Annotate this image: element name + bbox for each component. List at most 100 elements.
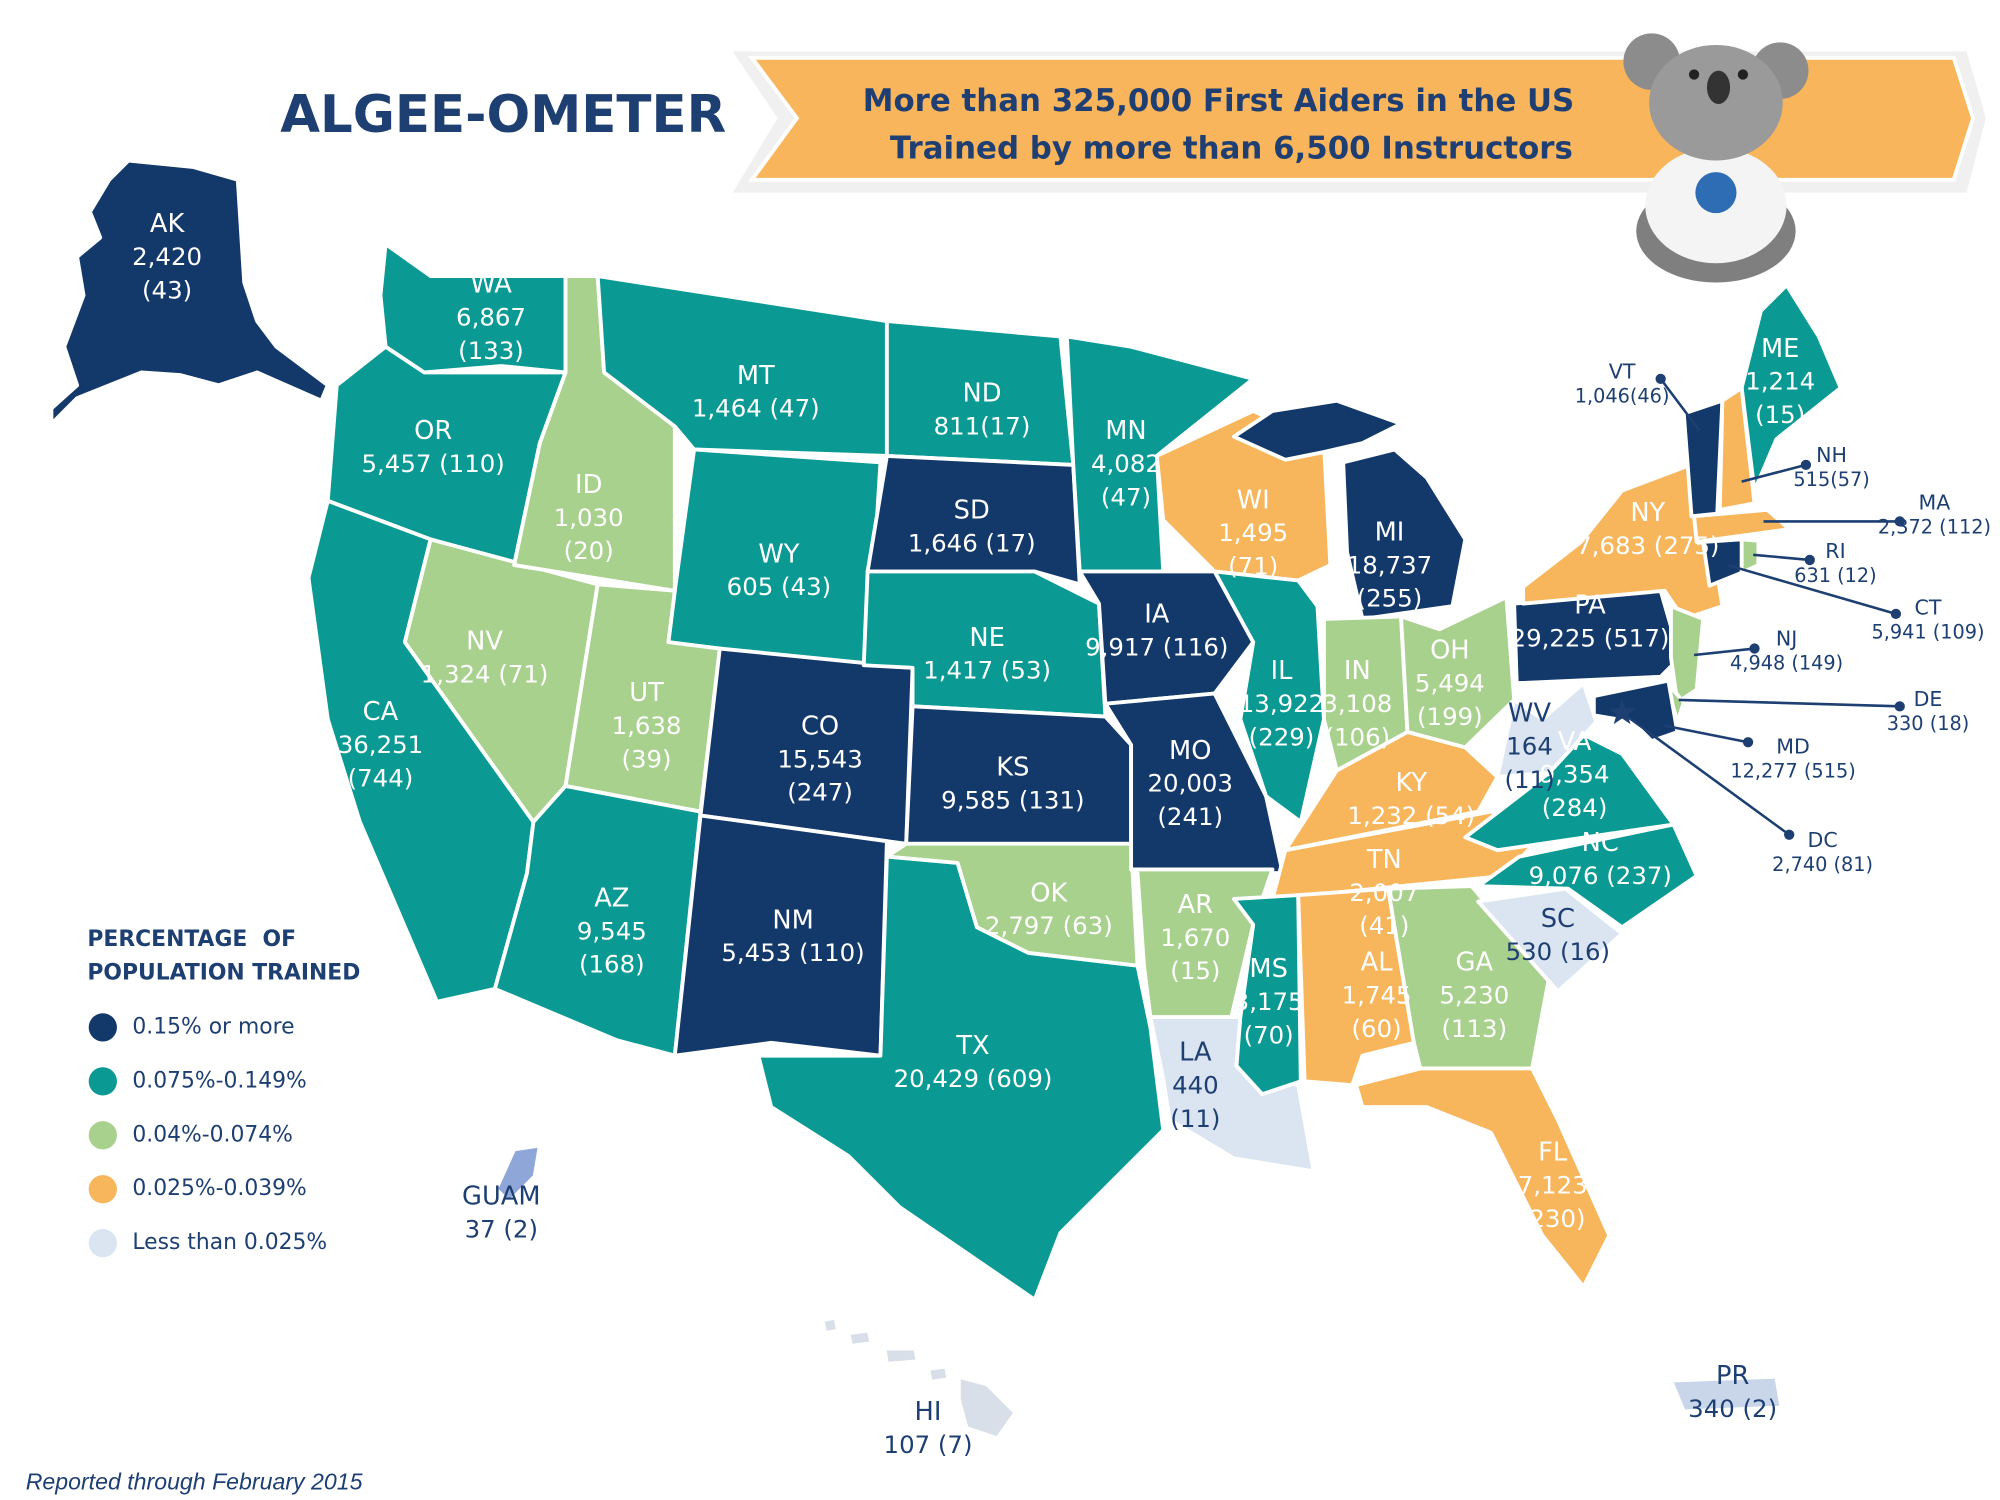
- state-abbr: SD: [954, 496, 990, 526]
- state-abbr: NY: [1630, 498, 1665, 528]
- state-count: 1,464 (47): [692, 394, 820, 423]
- state-count: 2,797 (63): [985, 911, 1113, 940]
- leader-line: [1621, 711, 1790, 836]
- state-shape: [882, 1346, 920, 1366]
- footnote: Reported through February 2015: [26, 1468, 363, 1494]
- state-abbr: OR: [414, 416, 452, 446]
- title: ALGEE-OMETER: [280, 85, 726, 145]
- state-abbr: GA: [1456, 948, 1494, 978]
- state-shape: [49, 158, 330, 426]
- leader-line: [1678, 698, 1900, 708]
- state-abbr: VT: [1609, 359, 1636, 383]
- state-count: 340 (2): [1688, 1394, 1777, 1423]
- state-shape: [1476, 822, 1699, 930]
- state-count: 29,225 (517): [1511, 624, 1670, 653]
- state-shape: [1476, 886, 1625, 994]
- state-shape: [494, 1143, 542, 1204]
- state-count: (43): [142, 276, 192, 305]
- state-abbr: TN: [1366, 845, 1402, 875]
- state-abbr: WA: [470, 270, 512, 300]
- state-shape: [1669, 604, 1706, 705]
- state-count: 5,230: [1439, 981, 1509, 1010]
- state-count: 9,354: [1540, 760, 1610, 789]
- legend: PERCENTAGE OF POPULATION TRAINED 0.15% o…: [87, 927, 360, 1258]
- state-abbr: HI: [915, 1397, 942, 1427]
- legend-swatch: [88, 1121, 117, 1150]
- state-abbr: MT: [737, 361, 775, 391]
- state-count: (20): [564, 536, 614, 565]
- state-count: 6,867: [456, 303, 526, 332]
- state-abbr: MS: [1249, 954, 1287, 984]
- state-abbr: ID: [575, 470, 602, 500]
- state-abbr: GUAM: [462, 1181, 540, 1211]
- legend-title: POPULATION TRAINED: [87, 960, 360, 985]
- state-count: 1,232 (54): [1347, 801, 1475, 830]
- state-count: 9,585 (131): [941, 785, 1084, 814]
- state-count: (247): [787, 778, 853, 807]
- legend-swatch: [88, 1067, 117, 1096]
- state-count: 37 (2): [465, 1214, 538, 1243]
- state-shape: [1591, 678, 1680, 743]
- state-abbr: FL: [1538, 1138, 1568, 1168]
- state-count: 631 (12): [1794, 564, 1876, 587]
- state-shape: [865, 453, 1082, 587]
- state-abbr: AZ: [594, 883, 629, 913]
- state-count: 18,737: [1347, 550, 1432, 579]
- state-count: 440: [1172, 1070, 1219, 1099]
- state-count: (241): [1157, 802, 1223, 831]
- state-count: (70): [1244, 1020, 1294, 1049]
- state-count: 5,457 (110): [361, 449, 504, 478]
- state-abbr: AL: [1361, 948, 1394, 978]
- state-count: (199): [1417, 702, 1483, 731]
- leader-dot: [1894, 516, 1905, 527]
- state-count: 9,545: [577, 916, 647, 945]
- state-abbr: WY: [758, 539, 799, 569]
- state-count: 1,030: [554, 503, 624, 532]
- state-count: 7,683 (275): [1576, 531, 1719, 560]
- state-count: (133): [458, 336, 524, 365]
- state-count: 3,175: [1234, 987, 1304, 1016]
- state-abbr: NE: [969, 623, 1004, 653]
- state-shape: [846, 1328, 874, 1348]
- leader-dot: [1894, 701, 1905, 712]
- state-count: (744): [348, 764, 414, 793]
- state-shape: [1692, 507, 1792, 544]
- state-shape: [1341, 447, 1468, 621]
- state-shape: [956, 1374, 1018, 1441]
- state-abbr: AR: [1178, 890, 1214, 920]
- state-count: (47): [1101, 482, 1151, 511]
- state-count: (168): [579, 950, 645, 979]
- state-count: 9,076 (237): [1529, 861, 1672, 890]
- leader-dot: [1784, 829, 1795, 840]
- state-count: 1,214: [1745, 367, 1815, 396]
- state-count: (15): [1170, 956, 1220, 985]
- state-abbr: IL: [1271, 656, 1294, 686]
- state-shape: [1521, 462, 1725, 621]
- state-count: 515(57): [1793, 468, 1869, 491]
- state-count: 7,123: [1518, 1171, 1588, 1200]
- state-count: 20,003: [1148, 769, 1233, 798]
- state-count: (229): [1249, 722, 1315, 751]
- leader-line: [1664, 724, 1749, 744]
- state-abbr: NV: [466, 627, 503, 657]
- state-shape: [1064, 334, 1256, 574]
- state-abbr: PR: [1716, 1361, 1750, 1391]
- leader-dot: [1742, 737, 1754, 748]
- state-count: (15): [1755, 400, 1805, 429]
- legend-title: PERCENTAGE OF: [87, 927, 296, 952]
- state-map: [49, 158, 1843, 1441]
- state-count: 12,277 (515): [1730, 759, 1855, 782]
- state-abbr: TX: [955, 1031, 989, 1061]
- state-count: 1,670: [1160, 923, 1230, 952]
- state-abbr: LA: [1179, 1038, 1212, 1068]
- state-count: (39): [621, 744, 671, 773]
- state-count: 530 (16): [1506, 937, 1610, 966]
- state-shape: [1739, 283, 1843, 493]
- state-count: 13,922: [1239, 689, 1324, 718]
- state-abbr: NJ: [1776, 627, 1797, 651]
- state-count: (230): [1520, 1204, 1586, 1233]
- state-abbr: OK: [1030, 878, 1068, 908]
- dc-star: [1608, 698, 1636, 725]
- state-count: 330 (18): [1887, 712, 1969, 735]
- state-count: 2,420: [132, 242, 202, 271]
